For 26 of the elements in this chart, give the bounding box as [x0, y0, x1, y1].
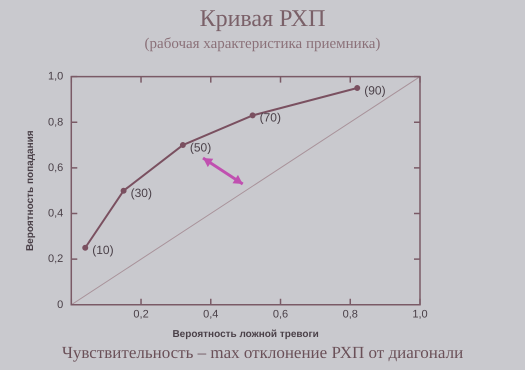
y-tick-label: 0: [57, 298, 64, 311]
y-tick-label: 0,6: [48, 162, 64, 174]
annotation: (30): [130, 186, 152, 200]
text: Чувствительность – max отклонение РХП от диагонали: [60, 343, 464, 363]
point: [250, 112, 256, 118]
annotation: (50): [190, 140, 212, 154]
point: [180, 142, 186, 148]
x-tick-label: 0,8: [342, 308, 358, 320]
x-tick-label: 0,4: [203, 308, 218, 320]
y-tick-label: 0,2: [48, 253, 64, 266]
point: [354, 85, 360, 92]
y-tick-label: 0,4: [48, 208, 64, 220]
annotation: (90): [364, 83, 386, 98]
annotation: (10): [92, 243, 114, 258]
chart-subtitle: (рабочая характеристика приемника): [144, 36, 382, 53]
annotation: (70): [260, 110, 281, 125]
y-tick-label: 0,8: [48, 116, 64, 128]
point: [82, 244, 88, 251]
x-tick-label: 0,2: [133, 308, 149, 320]
y-tick-label: 1,0: [48, 70, 64, 83]
x-axis-title: Вероятность ложной тревоги: [172, 328, 319, 340]
x-tick-label: 0,6: [272, 308, 288, 320]
chart-title: Кривая РХП: [198, 6, 326, 33]
point: [120, 188, 127, 194]
y-axis-title: Вероятность попадания: [24, 130, 36, 252]
x-tick-label: 1,0: [412, 308, 428, 320]
